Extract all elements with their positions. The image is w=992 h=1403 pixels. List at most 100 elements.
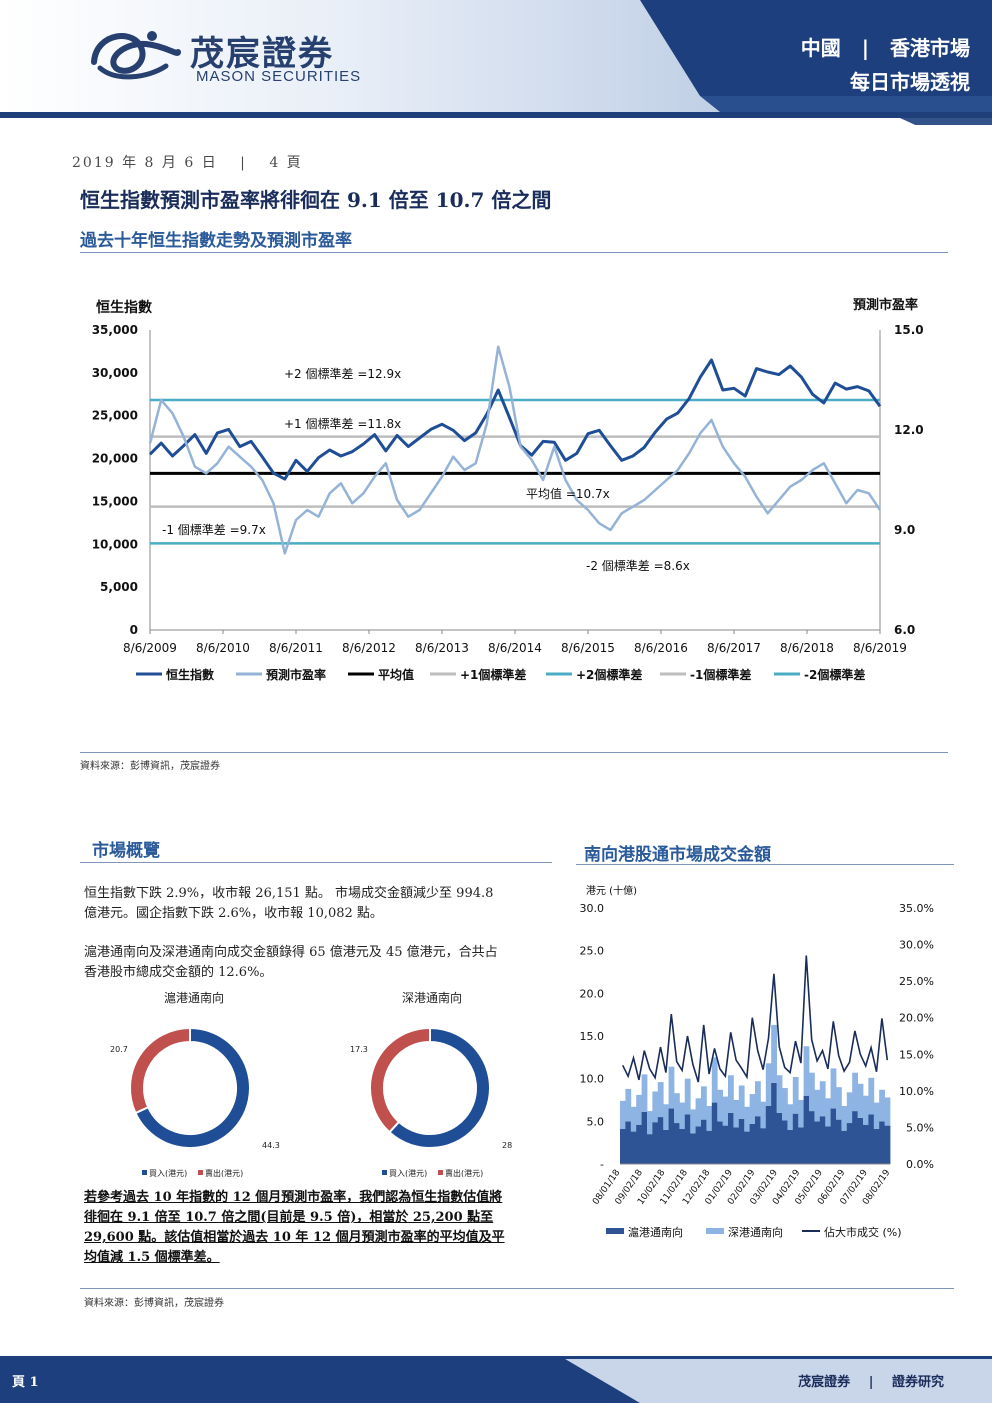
x-tick-label: 8/6/2019 (853, 641, 907, 655)
logo-icon (91, 31, 181, 80)
x-tick-label: 8/6/2012 (342, 641, 396, 655)
source-note-2: 資料來源：彭博資訊，茂宸證券 (84, 1298, 224, 1309)
right-tick-label: 30.0% (899, 939, 934, 952)
region-right: 香港市場 (890, 36, 970, 60)
right-tick-label: 12.0 (894, 423, 924, 437)
bar-sh (803, 1095, 810, 1164)
bar-sz (879, 1089, 885, 1122)
left-axis-title: 恒生指數 (96, 299, 152, 316)
left-tick-label: 0 (130, 623, 138, 637)
right-tick-label: 35.0% (899, 902, 934, 915)
bar-sh (760, 1128, 767, 1164)
bar-sz (782, 1088, 788, 1121)
bar-sz (657, 1082, 664, 1118)
x-tick-label: 8/6/2011 (269, 641, 323, 655)
bar-sz (717, 1089, 723, 1122)
bar-sz (695, 1098, 702, 1127)
bar-sh (636, 1124, 642, 1164)
footer-page: 頁 1 (12, 1375, 39, 1390)
bar-sh (873, 1129, 880, 1164)
footer-sep: | (868, 1375, 874, 1390)
donut-slice (134, 1026, 251, 1149)
bar-sz (684, 1078, 691, 1115)
legend-swatch (606, 1228, 624, 1234)
legend-label: 預測市盈率 (266, 667, 326, 682)
donut-value-label: 17.3 (350, 1045, 368, 1054)
bar-sz (738, 1085, 745, 1119)
donut-value-label: 44.3 (262, 1141, 280, 1150)
donut-slice (129, 1026, 191, 1115)
line-annotation: +2 個標準差 =12.9x (284, 366, 401, 381)
bar-sz (674, 1093, 680, 1124)
bar-sz (857, 1083, 864, 1118)
report-name: 每日市場透視 (850, 70, 970, 94)
bar-sz (760, 1101, 767, 1129)
bar-sh (765, 1105, 772, 1164)
donut-chart-sz: 28 17.3 買入(港元) 賣出(港元) (350, 1026, 512, 1178)
bar-sh (738, 1118, 745, 1164)
conclusion-line1: 若參考過去 10 年指數的 12 個月預測市盈率，我們認為恒生指數估值將 (84, 1190, 503, 1205)
left-tick-label: 25,000 (92, 409, 138, 423)
conclusion-line3: 29,600 點。該估值相當於過去 10 年 12 個月預測市盈率的平均值及平 (84, 1230, 505, 1245)
bar-sz (846, 1092, 853, 1124)
market-overview-rule (80, 862, 552, 863)
left-tick-label: 15.0 (580, 1030, 605, 1043)
bar-sz (679, 1102, 686, 1130)
bar-sz (792, 1076, 799, 1114)
bar-sh (744, 1131, 750, 1164)
bar-sz (652, 1091, 659, 1123)
bar-sh (641, 1111, 648, 1164)
bar-sh (819, 1116, 826, 1164)
bar-sh (657, 1117, 664, 1164)
bar-sh (647, 1134, 653, 1164)
legend-label: +2個標準差 (576, 667, 642, 682)
legend-swatch (438, 1170, 443, 1175)
bar-sz (733, 1100, 740, 1128)
conclusion-line4: 均值減 1.5 個標準差。 (84, 1250, 220, 1265)
bar-sh (836, 1119, 842, 1164)
right-tick-label: 15.0% (899, 1048, 934, 1061)
region-label: 中國 | 香港市場 (800, 36, 970, 60)
right-tick-label: 15.0 (894, 323, 924, 337)
donut2-title: 深港通南向 (402, 991, 463, 1005)
southbound-turnover-chart: 港元 (十億) - 5.0 10.0 15.0 20.0 25.0 30.0 0.0% 5.0% 1… (580, 884, 935, 1239)
share-line (621, 955, 889, 1083)
bar-sz (620, 1100, 626, 1130)
left-tick-label: 5,000 (100, 580, 138, 594)
bar-sh (749, 1123, 756, 1164)
right-tick-label: 20.0% (899, 1012, 934, 1025)
bar-sz (798, 1100, 804, 1128)
x-tick-label: 8/6/2015 (561, 641, 615, 655)
legend-swatch (382, 1170, 387, 1175)
legend-label: 深港通南向 (728, 1225, 783, 1239)
bar-sz (852, 1072, 858, 1112)
x-tick-label: 8/6/2017 (707, 641, 761, 655)
right-tick-label: 5.0% (906, 1121, 934, 1134)
market-overview-para2: 滬港通南向及深港通南向成交金額錄得 65 億港元及 45 億港元，合共占 香港股… (84, 943, 554, 983)
bar-sz (711, 1057, 718, 1103)
bar-sz (668, 1066, 675, 1109)
legend-swatch (198, 1170, 203, 1175)
bar-sh (668, 1108, 675, 1164)
legend-label: 佔大市成交 (%) (824, 1225, 902, 1239)
market-overview-para1: 恒生指數下跌 2.9%，收市報 26,151 點。 市場成交金額減少至 994.… (84, 884, 554, 924)
bar-sh (814, 1121, 821, 1164)
bar-sz (809, 1072, 815, 1112)
series-line (148, 345, 882, 555)
bar-sz (625, 1088, 632, 1122)
x-tick-label: 8/6/2018 (780, 641, 834, 655)
bar-sz (771, 1024, 777, 1083)
left-tick-label: 10,000 (92, 537, 138, 551)
right-tick-label: 0.0% (906, 1158, 934, 1171)
legend-label: 買入(港元) (389, 1168, 427, 1178)
bar-sz (873, 1102, 880, 1130)
bar-sz (836, 1087, 842, 1120)
para2-line2: 香港股市總成交金額的 12.6%。 (84, 965, 273, 980)
line-annotation: -1 個標準差 =9.7x (162, 522, 266, 537)
bar-sh (798, 1127, 804, 1164)
bar-sh (684, 1114, 691, 1164)
legend-swatch (706, 1228, 724, 1234)
right-tick-label: 10.0% (899, 1085, 934, 1098)
bar-sz (814, 1089, 821, 1122)
left-tick-label: 15,000 (92, 494, 138, 508)
